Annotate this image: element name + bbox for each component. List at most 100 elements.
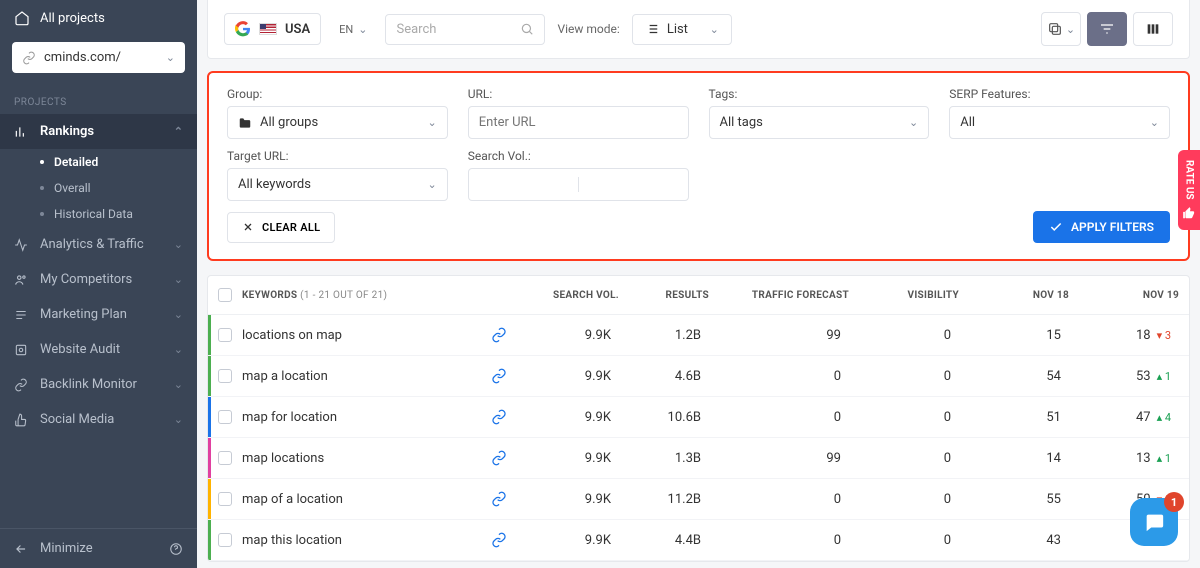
row-checkbox[interactable] — [218, 328, 232, 342]
sidebar-item-audit[interactable]: Website Audit ⌄ — [0, 332, 197, 367]
project-selector[interactable]: cminds.com/ ⌄ — [12, 42, 185, 73]
tags-select[interactable]: All tags⌄ — [709, 106, 930, 139]
col-results[interactable]: RESULTS — [619, 290, 709, 301]
search-vol-cell: 9.9K — [519, 451, 619, 466]
chevron-down-icon: ⌄ — [174, 238, 183, 251]
sidebar-item-backlink[interactable]: Backlink Monitor ⌄ — [0, 367, 197, 402]
row-checkbox[interactable] — [218, 369, 232, 383]
row-checkbox[interactable] — [218, 533, 232, 547]
keyword-cell: map this location — [242, 533, 479, 548]
table-row[interactable]: map of a location 9.9K 11.2B 0 0 55 50▾ … — [208, 479, 1189, 520]
help-icon[interactable] — [169, 542, 183, 556]
clear-all-button[interactable]: CLEAR ALL — [227, 212, 335, 243]
table-row[interactable]: map for location 9.9K 10.6B 0 0 51 47▴ 4 — [208, 397, 1189, 438]
search-input[interactable]: Search — [385, 14, 545, 45]
search-vol-cell: 9.9K — [519, 328, 619, 343]
main-content: USA EN ⌄ Search View mode: List ⌄ ⌄ Gro — [197, 0, 1200, 568]
link-icon[interactable] — [479, 491, 519, 507]
minimize-button[interactable]: Minimize — [0, 528, 197, 568]
check-icon — [1049, 220, 1063, 234]
columns-button[interactable] — [1133, 12, 1173, 46]
table-row[interactable]: map this location 9.9K 4.4B 0 0 43 43 — [208, 520, 1189, 561]
chevron-down-icon: ⌄ — [174, 343, 183, 356]
sidebar-item-analytics[interactable]: Analytics & Traffic ⌄ — [0, 227, 197, 262]
projects-section-label: PROJECTS — [0, 87, 197, 114]
row-checkbox[interactable] — [218, 410, 232, 424]
group-select[interactable]: All groups ⌄ — [227, 106, 448, 139]
results-cell: 4.6B — [619, 369, 709, 384]
chat-button[interactable]: 1 — [1130, 498, 1178, 546]
col-traffic[interactable]: TRAFFIC FORECAST — [709, 290, 849, 301]
results-cell: 4.4B — [619, 533, 709, 548]
nov18-cell: 54 — [959, 369, 1069, 384]
link-icon — [14, 378, 28, 392]
sidebar-item-competitors[interactable]: My Competitors ⌄ — [0, 262, 197, 297]
sidebar-item-social[interactable]: Social Media ⌄ — [0, 402, 197, 437]
select-all-checkbox[interactable] — [218, 288, 232, 302]
sidebar-sub-overall[interactable]: Overall — [0, 175, 197, 201]
link-icon[interactable] — [479, 409, 519, 425]
activity-icon — [14, 238, 28, 252]
traffic-cell: 99 — [709, 328, 849, 343]
home-icon — [14, 10, 30, 26]
close-icon — [242, 221, 254, 233]
tags-label: Tags: — [709, 87, 930, 101]
all-projects-link[interactable]: All projects — [0, 0, 197, 36]
arrow-left-icon — [14, 542, 28, 556]
link-icon[interactable] — [479, 327, 519, 343]
sidebar-item-marketing[interactable]: Marketing Plan ⌄ — [0, 297, 197, 332]
url-input[interactable] — [468, 106, 689, 139]
serp-label: SERP Features: — [949, 87, 1170, 101]
topbar: USA EN ⌄ Search View mode: List ⌄ ⌄ — [207, 0, 1190, 59]
group-label: Group: — [227, 87, 448, 101]
columns-icon — [1145, 21, 1161, 37]
keywords-table: KEYWORDS (1 - 21 OUT OF 21) SEARCH VOL. … — [207, 275, 1190, 562]
traffic-cell: 0 — [709, 410, 849, 425]
folder-icon — [238, 116, 252, 130]
link-icon[interactable] — [479, 450, 519, 466]
link-icon[interactable] — [479, 532, 519, 548]
row-checkbox[interactable] — [218, 492, 232, 506]
filter-icon — [1099, 21, 1115, 37]
traffic-cell: 0 — [709, 369, 849, 384]
country-selector[interactable]: USA — [224, 13, 321, 45]
users-icon — [14, 273, 28, 287]
sidebar-item-rankings[interactable]: Rankings ⌃ — [0, 114, 197, 149]
visibility-cell: 0 — [849, 492, 959, 507]
search-vol-range[interactable] — [468, 168, 689, 201]
col-visibility[interactable]: VISIBILITY — [849, 290, 959, 301]
link-icon[interactable] — [479, 368, 519, 384]
visibility-cell: 0 — [849, 410, 959, 425]
visibility-cell: 0 — [849, 369, 959, 384]
table-row[interactable]: map locations 9.9K 1.3B 99 0 14 13▴ 1 — [208, 438, 1189, 479]
nov19-cell: 53▴ 1 — [1069, 369, 1179, 384]
col-nov18[interactable]: NOV 18 — [959, 290, 1069, 301]
audit-icon — [14, 343, 28, 357]
target-url-select[interactable]: All keywords⌄ — [227, 168, 448, 201]
filter-toggle-button[interactable] — [1087, 12, 1127, 46]
url-label: URL: — [468, 87, 689, 101]
google-icon — [235, 21, 251, 37]
col-search-vol[interactable]: SEARCH VOL. — [519, 290, 619, 301]
view-mode-selector[interactable]: List ⌄ — [632, 14, 732, 45]
table-row[interactable]: map a location 9.9K 4.6B 0 0 54 53▴ 1 — [208, 356, 1189, 397]
project-icon — [22, 51, 36, 65]
apply-filters-button[interactable]: APPLY FILTERS — [1033, 211, 1170, 243]
serp-select[interactable]: All⌄ — [949, 106, 1170, 139]
rate-us-tab[interactable]: RATE US — [1178, 150, 1200, 230]
all-projects-label: All projects — [40, 11, 105, 26]
search-vol-cell: 9.9K — [519, 492, 619, 507]
visibility-cell: 0 — [849, 328, 959, 343]
keyword-cell: map for location — [242, 410, 479, 425]
chevron-down-icon: ⌄ — [174, 273, 183, 286]
sidebar-sub-detailed[interactable]: Detailed — [0, 149, 197, 175]
row-checkbox[interactable] — [218, 451, 232, 465]
chevron-down-icon: ⌄ — [710, 23, 719, 36]
sidebar-sub-historical[interactable]: Historical Data — [0, 201, 197, 227]
language-selector[interactable]: EN ⌄ — [333, 23, 373, 36]
filter-panel: Group: All groups ⌄ URL: Tags: All tags⌄… — [207, 71, 1190, 261]
col-nov19[interactable]: NOV 19 — [1069, 290, 1179, 301]
search-icon — [520, 22, 534, 36]
table-row[interactable]: locations on map 9.9K 1.2B 99 0 15 18▾ 3 — [208, 315, 1189, 356]
copy-button[interactable]: ⌄ — [1041, 12, 1081, 46]
